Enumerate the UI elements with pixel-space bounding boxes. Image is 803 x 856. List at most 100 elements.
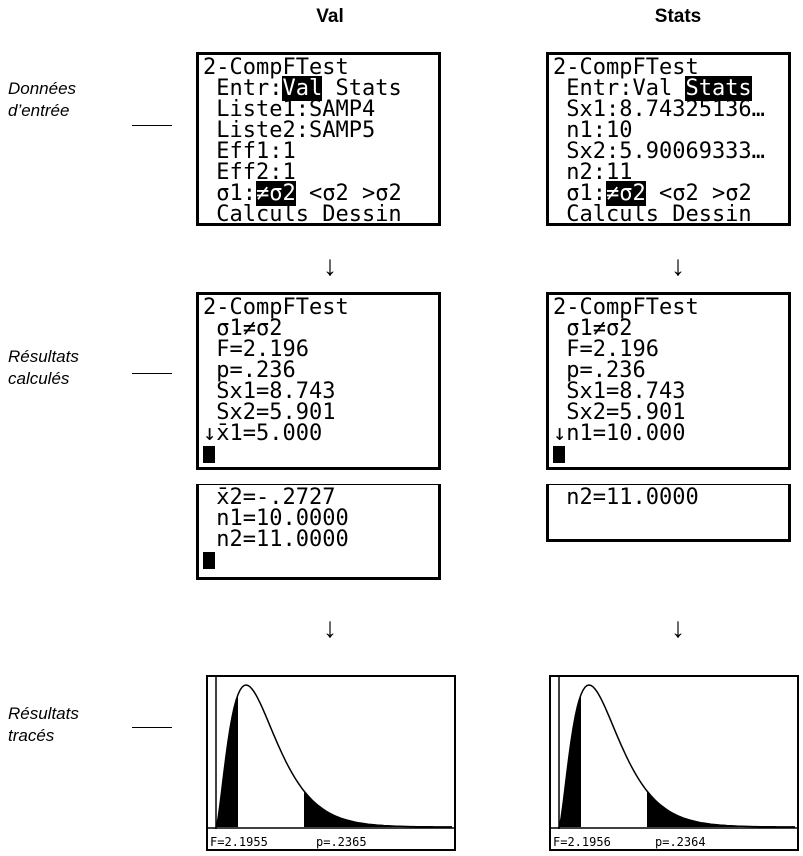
cursor (203, 446, 215, 463)
screen-text: n1=10.0000 (203, 506, 349, 531)
screen-line: p=.236 (553, 358, 784, 383)
screen-text: n2=11.0000 (203, 527, 349, 552)
screen-line: σ1≠σ2 (553, 316, 784, 341)
screen-line: Eff2:1 (203, 160, 434, 185)
screen-line: n2:11 (553, 160, 784, 185)
screen-text: p=.236 (553, 358, 646, 383)
screen-line: n2=11.0000 (553, 485, 784, 510)
row-label-line: d’entrée (8, 101, 70, 120)
screen-line: p=.236 (203, 360, 434, 382)
screen-text: σ1≠σ2 (553, 316, 633, 341)
screen-line: Calculs Dessin (553, 204, 784, 224)
screen-line: n1:10 (553, 120, 784, 142)
screen-line (553, 444, 784, 467)
density-curve (558, 684, 795, 828)
screen-text: x̄2=-.2727 (203, 485, 336, 510)
connector (132, 125, 172, 126)
row-label: Résultats calculés (8, 346, 79, 390)
calculator-screen: 2-CompFTest σ1≠σ2 F=2.196 p=.236 Sx1=8.7… (196, 292, 441, 470)
screen-text: Sx1=8.743 (203, 379, 336, 404)
calculator-screen: x̄2=-.2727 n1=10.0000 n2=11.0000 (196, 484, 441, 580)
screen-text: Entr:Val (553, 76, 686, 101)
column-header: Val (316, 6, 344, 27)
calculator-screen: 2-CompFTest Entr:Val Stats Sx1:8.7432513… (546, 52, 791, 226)
screen-line: σ1≠σ2 (203, 316, 434, 341)
screen-text: Eff1:1 (203, 139, 296, 164)
screen-text: Stats (322, 76, 402, 101)
screen-line (203, 444, 434, 467)
screen-line: Sx2:5.90069333… (553, 139, 784, 164)
row-label: Données d’entrée (8, 78, 76, 122)
screen-line: 2-CompFTest (553, 55, 784, 80)
row-label-line: Résultats (8, 347, 79, 366)
screen-line: 2-CompFTest (203, 297, 434, 319)
screen-line: 2-CompFTest (553, 295, 784, 320)
screen-text: 2-CompFTest (203, 55, 349, 80)
highlighted-option: ≠σ2 (605, 181, 646, 206)
shaded-right-tail (304, 791, 452, 827)
screen-line: n2=11.0000 (203, 527, 434, 552)
arrow: ↓ (323, 250, 337, 281)
screen-line (203, 550, 434, 573)
row-label-line: Résultats (8, 704, 79, 723)
screen-text: 2-CompFTest (553, 55, 699, 80)
p-value-label: p=.2365 (316, 835, 367, 849)
screen-text: σ1: (203, 181, 256, 206)
screen-text: Eff2:1 (203, 160, 296, 185)
shaded-right-tail (647, 791, 795, 827)
p-value-label: p=.2364 (655, 835, 706, 849)
screen-text: σ1≠σ2 (203, 316, 283, 341)
row-label-line: Données (8, 79, 77, 98)
screen-text: σ1: (553, 181, 606, 206)
screen-text: 2-CompFTest (553, 295, 699, 320)
screen-line: Entr:Val Stats (553, 76, 784, 101)
graph-screen: F=2.1955 p=.2365 (206, 675, 456, 851)
calculator-screen: 2-CompFTest σ1≠σ2 F=2.196 p=.236 Sx1=8.7… (546, 292, 791, 470)
column-header: Stats (654, 6, 702, 27)
screen-line: F=2.196 (203, 339, 434, 361)
arrow: ↓ (323, 612, 337, 643)
screen-text: <σ2 >σ2 (645, 181, 752, 206)
row-label-line: calculés (8, 369, 70, 388)
graph-screen: F=2.1956 p=.2364 (549, 675, 799, 851)
connector (132, 727, 172, 728)
screen-text: n2=11.0000 (553, 485, 699, 510)
screen-text: F=2.196 (553, 337, 659, 362)
screen-text: Sx2=5.901 (553, 400, 686, 425)
distribution-plot (208, 677, 454, 829)
screen-line: Entr:Val Stats (203, 76, 434, 101)
calculator-screen: 2-CompFTest Entr:Val Stats Liste1:SAMP4 … (196, 52, 441, 226)
screen-line: Eff1:1 (203, 139, 434, 164)
screen-text: <σ2 >σ2 (295, 181, 402, 206)
screen-line: 2-CompFTest (203, 55, 434, 80)
highlighted-option: Stats (685, 76, 752, 101)
highlighted-option: ≠σ2 (255, 181, 296, 206)
arrow: ↓ (671, 612, 685, 643)
calculator-screen: n2=11.0000 (546, 484, 791, 542)
screen-text: Sx1=8.743 (553, 379, 686, 404)
screen-text: Sx2:5.90069333… (553, 139, 765, 164)
screen-line: x̄2=-.2727 (203, 485, 434, 510)
screen-line: Sx1:8.74325136… (553, 99, 784, 121)
screen-text: ↓n1=10.000 (553, 421, 686, 446)
cursor (203, 552, 215, 569)
screen-line: n1=10.0000 (203, 506, 434, 531)
screen-text: Liste1:SAMP4 (203, 97, 376, 122)
screen-line: σ1:≠σ2 <σ2 >σ2 (553, 181, 784, 206)
connector (132, 373, 172, 374)
screen-line: Calculs Dessin (203, 204, 434, 224)
screen-text: n2:11 (553, 160, 633, 185)
screen-text: Sx2=5.901 (203, 400, 336, 425)
row-label: Résultats tracés (8, 703, 79, 747)
row-label-line: tracés (8, 726, 55, 745)
screen-line: Sx1=8.743 (553, 379, 784, 404)
screen-line: Sx2=5.901 (203, 400, 434, 425)
cursor (553, 446, 565, 463)
screen-text: ↓x̄1=5.000 (203, 421, 323, 446)
arrow: ↓ (671, 250, 685, 281)
screen-line: ↓x̄1=5.000 (203, 421, 434, 446)
screen-text: Liste2:SAMP5 (203, 118, 376, 143)
screen-line: Liste2:SAMP5 (203, 118, 434, 143)
highlighted-option: Val (282, 76, 323, 101)
distribution-plot (551, 677, 797, 829)
